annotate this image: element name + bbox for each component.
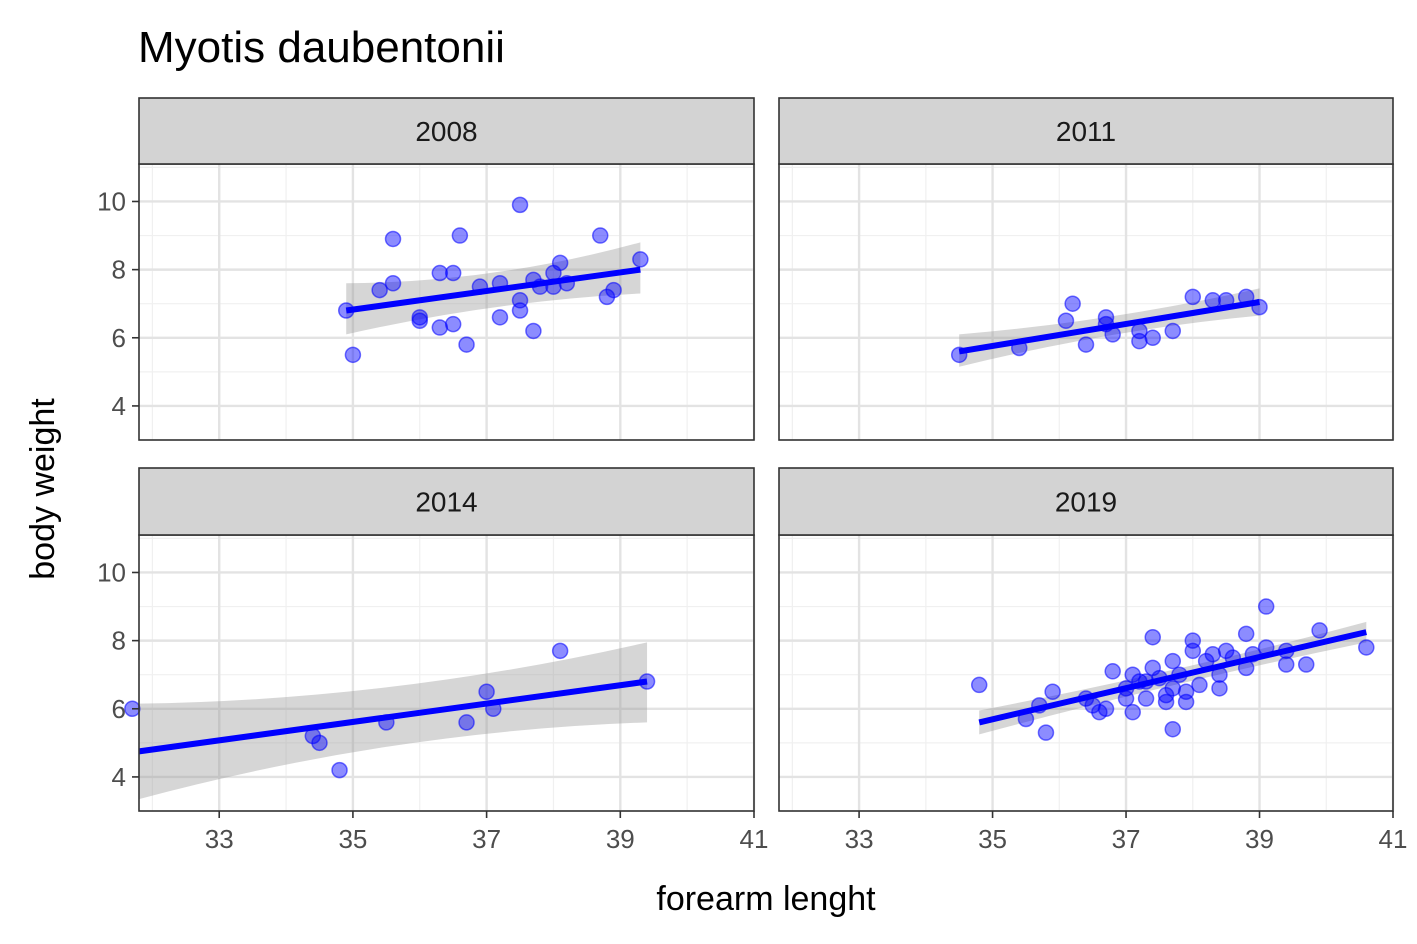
data-point [1164, 720, 1182, 738]
data-point [491, 309, 509, 326]
data-point [592, 227, 609, 244]
y-tick-label: 10 [97, 557, 126, 587]
facet-strip [778, 467, 1394, 536]
data-point [1164, 652, 1182, 670]
data-point [344, 346, 362, 364]
data-point [1131, 332, 1148, 350]
data-point [1358, 639, 1375, 656]
facet-strip-label: 2019 [1055, 487, 1117, 518]
x-tick-label: 41 [1379, 824, 1408, 854]
data-point [605, 281, 622, 299]
data-point [384, 230, 402, 248]
data-point [1297, 656, 1315, 673]
data-point [970, 676, 988, 694]
data-point [1044, 683, 1061, 700]
x-axis-title: forearm lenght [656, 880, 876, 918]
y-axis-title: body weight [24, 398, 62, 580]
data-point [458, 336, 475, 353]
data-point [1124, 703, 1141, 721]
data-point [551, 642, 569, 660]
data-point [411, 312, 429, 329]
regression-line [345, 266, 641, 314]
x-tick-label: 33 [845, 824, 874, 854]
x-tick-label: 41 [740, 824, 769, 854]
panel-background [139, 535, 754, 811]
regression-line [958, 299, 1261, 355]
data-point [1064, 295, 1081, 312]
y-tick-label: 6 [112, 694, 126, 724]
facet-strip [778, 97, 1394, 165]
data-point [1057, 312, 1075, 329]
data-point [632, 251, 649, 268]
data-point [431, 319, 449, 336]
facet-strip-label: 2014 [415, 487, 477, 518]
x-axis-tick-labels: 33 35 37 39 41 33 35 37 39 41 [205, 811, 1408, 854]
x-tick-label: 39 [606, 824, 635, 854]
facet-panel-2019: 2019 [778, 467, 1395, 812]
data-point [331, 761, 348, 779]
data-point [478, 683, 495, 700]
y-tick-label: 8 [112, 255, 126, 285]
facet-strip-label: 2008 [415, 116, 477, 147]
y-tick-label: 6 [112, 323, 126, 353]
x-tick-label: 35 [338, 824, 367, 854]
data-point [458, 714, 475, 731]
x-tick-label: 37 [1112, 824, 1141, 854]
data-point [1184, 288, 1202, 306]
data-point [511, 302, 529, 319]
data-point [1137, 690, 1155, 707]
data-point [384, 275, 402, 292]
data-point [1311, 622, 1328, 639]
facet-strip [138, 467, 755, 536]
data-point [451, 227, 469, 244]
facet-panels: 2008 2011 2014 2019 [124, 97, 1395, 812]
facet-panel-2008: 2008 [138, 97, 756, 441]
data-point [1157, 693, 1175, 711]
x-tick-label: 37 [472, 824, 501, 854]
data-point [431, 264, 449, 282]
y-tick-label: 10 [97, 186, 126, 216]
data-point [1144, 329, 1161, 347]
panel-background [779, 535, 1393, 811]
x-tick-label: 33 [205, 824, 234, 854]
data-point [1077, 336, 1095, 353]
y-axis-tick-labels: 4 6 8 10 4 6 8 10 [97, 186, 139, 792]
regression-line [978, 629, 1367, 726]
data-point [444, 264, 462, 282]
data-point [1277, 656, 1295, 673]
data-point [1144, 628, 1161, 646]
facet-strip-label: 2011 [1056, 116, 1116, 147]
data-point [1177, 693, 1195, 711]
data-point [525, 322, 542, 340]
data-point [1191, 676, 1208, 694]
data-point [1037, 724, 1055, 741]
data-point [1211, 680, 1228, 697]
facet-panel-2014: 2014 [124, 467, 756, 812]
data-point [1164, 322, 1182, 340]
data-point [1184, 642, 1202, 660]
data-point [511, 196, 529, 214]
data-point [1104, 663, 1121, 680]
data-point [311, 734, 328, 752]
data-point [1204, 646, 1222, 663]
data-point [1257, 598, 1275, 615]
y-tick-label: 8 [112, 626, 126, 656]
facet-strip [138, 97, 755, 165]
panel-background [139, 164, 754, 440]
data-point [551, 254, 569, 272]
data-point [1237, 625, 1255, 643]
data-point [1164, 680, 1182, 697]
regression-line [138, 678, 648, 755]
y-tick-label: 4 [112, 391, 126, 421]
panel-background [779, 164, 1393, 440]
data-point [444, 315, 462, 333]
x-tick-label: 35 [978, 824, 1007, 854]
facet-panel-2011: 2011 [778, 97, 1395, 441]
chart-title: Myotis daubentonii [138, 23, 505, 72]
data-point [371, 281, 388, 299]
y-tick-label: 4 [112, 762, 126, 792]
data-point [1097, 700, 1115, 718]
x-tick-label: 39 [1245, 824, 1274, 854]
